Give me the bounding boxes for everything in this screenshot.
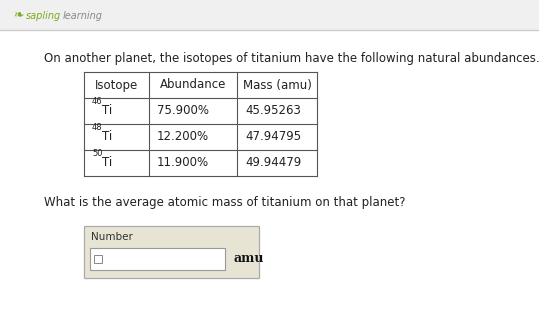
Text: On another planet, the isotopes of titanium have the following natural abundance: On another planet, the isotopes of titan… [44, 52, 539, 65]
Bar [84, 226, 259, 278]
Text: 49.94479: 49.94479 [245, 156, 301, 170]
Text: learning: learning [63, 11, 103, 21]
Text: 50: 50 [92, 149, 102, 158]
Bar [90, 248, 225, 270]
Text: Ti: Ti [102, 105, 112, 117]
Text: 12.200%: 12.200% [157, 131, 209, 143]
Text: Ti: Ti [102, 131, 112, 143]
Text: Ti: Ti [102, 156, 112, 170]
Text: 45.95263: 45.95263 [245, 105, 301, 117]
Text: 47.94795: 47.94795 [245, 131, 301, 143]
Text: 11.900%: 11.900% [157, 156, 209, 170]
Text: 48: 48 [92, 123, 102, 132]
Text: Mass (amu): Mass (amu) [243, 78, 312, 92]
Text: ❧: ❧ [13, 9, 23, 21]
Text: 75.900%: 75.900% [157, 105, 209, 117]
Text: What is the average atomic mass of titanium on that planet?: What is the average atomic mass of titan… [44, 196, 405, 209]
Text: sapling: sapling [26, 11, 61, 21]
Bar [94, 255, 102, 263]
Text: Number: Number [91, 232, 133, 242]
Text: 46: 46 [92, 97, 102, 106]
Text: amu: amu [233, 252, 264, 266]
Text: Abundance: Abundance [160, 78, 226, 92]
Text: Isotope: Isotope [95, 78, 138, 92]
Bar [0, 0, 539, 30]
